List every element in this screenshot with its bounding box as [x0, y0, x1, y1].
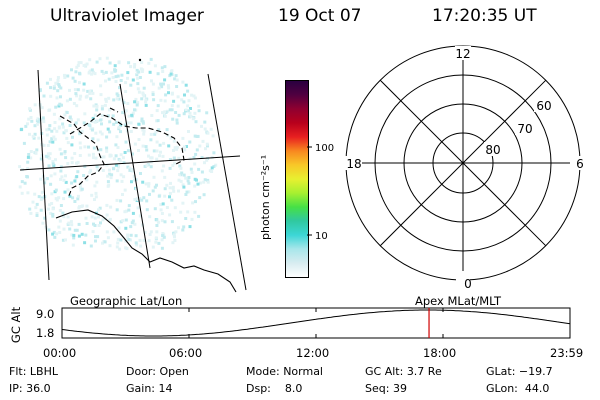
- info-door: Door: Open: [126, 365, 189, 378]
- colorbar-ticks: 100 10: [307, 143, 334, 242]
- geographic-image-panel: [18, 56, 247, 293]
- lat-label-70: 70: [517, 122, 532, 136]
- coastline: [59, 107, 185, 199]
- intensity-colorbar: [285, 80, 309, 278]
- mlt-label-6: 6: [576, 157, 584, 171]
- gc-alt-tick-1.8: 1.8: [36, 326, 55, 340]
- mlt-label-0: 0: [464, 277, 472, 291]
- info-mode: Mode: Normal: [246, 365, 323, 378]
- island-dot: [138, 58, 142, 62]
- colorbar-tick-10: 10: [315, 231, 328, 242]
- mlt-label-12: 12: [455, 47, 470, 61]
- uv-intensity-speckle: [18, 56, 218, 251]
- time-tick-0000: 00:00: [43, 346, 77, 360]
- colorbar-tick-100: 100: [315, 143, 334, 154]
- coastline-solid: [55, 209, 237, 293]
- gc-alt-axis-label: GC Alt: [9, 306, 23, 344]
- lat-label-60: 60: [536, 99, 551, 113]
- time-tick-2359: 23:59: [550, 346, 584, 360]
- latlon-grid: [19, 69, 247, 291]
- info-gain: Gain: 14: [126, 382, 173, 395]
- mlt-label-18: 18: [346, 157, 361, 171]
- info-gc-alt: GC Alt: 3.7 Re: [365, 365, 442, 378]
- timeline-frame: [61, 307, 571, 339]
- time-tick-1200: 12:00: [296, 346, 330, 360]
- time-tick-0600: 06:00: [169, 346, 203, 360]
- orbit-altitude-plot: [61, 307, 571, 339]
- lat-label-80: 80: [485, 143, 500, 157]
- info-ip: IP: 36.0: [9, 382, 51, 395]
- observation-date: 19 Oct 07: [278, 6, 362, 26]
- timeline-right-label: Apex MLat/MLT: [415, 294, 502, 308]
- gc-altitude-curve: [61, 309, 571, 337]
- info-dsp: Dsp: 8.0: [246, 382, 303, 395]
- polar-grid-plot: 12 0 18 6 60 70 80: [340, 45, 584, 291]
- info-glat: GLat: −19.7: [486, 365, 553, 378]
- timeline-left-label: Geographic Lat/Lon: [70, 294, 183, 308]
- colorbar-unit-label: photon cm⁻²s⁻¹: [259, 154, 272, 240]
- info-glon: GLon: 44.0: [486, 382, 550, 395]
- gc-alt-tick-9: 9.0: [36, 307, 55, 321]
- info-flt: Flt: LBHL: [9, 365, 58, 378]
- instrument-title: Ultraviolet Imager: [50, 6, 204, 26]
- info-seq: Seq: 39: [365, 382, 407, 395]
- observation-time: 17:20:35 UT: [432, 6, 537, 26]
- time-tick-1800: 18:00: [423, 346, 457, 360]
